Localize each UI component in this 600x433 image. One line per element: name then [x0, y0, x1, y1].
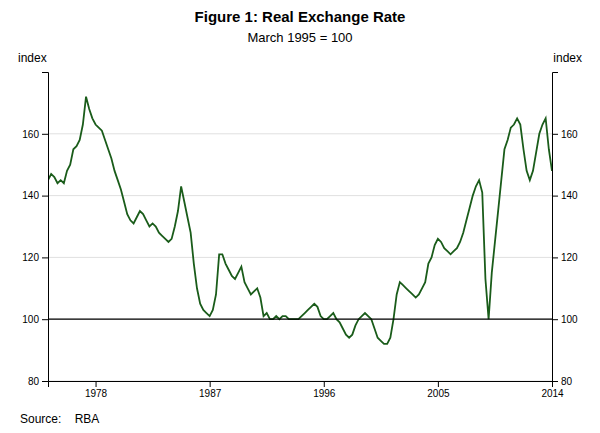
tick: 100: [22, 314, 48, 325]
tick: 1987: [199, 381, 222, 399]
tick: 140: [552, 190, 578, 201]
tick-label: 2014: [541, 388, 564, 399]
tick-label: 1978: [85, 388, 108, 399]
tick-label: 100: [561, 314, 578, 325]
tick-mark: [552, 381, 558, 382]
tick-label: 120: [561, 252, 578, 263]
tick: 120: [22, 252, 48, 263]
tick-mark: [42, 134, 48, 135]
tick: 100: [552, 314, 578, 325]
source: Source: RBA: [20, 412, 99, 426]
tick-label: 100: [22, 314, 39, 325]
marks: [48, 97, 552, 344]
tick-mark: [42, 319, 48, 320]
y-axis: 80 100 120 140 160: [22, 73, 48, 387]
tick-label: 140: [561, 190, 578, 201]
tick-mark: [42, 381, 48, 382]
grid-line: [48, 257, 552, 258]
y2-axis-label: index: [553, 51, 582, 65]
tick: 160: [552, 129, 578, 140]
tick-label: 160: [22, 129, 39, 140]
tick: 120: [552, 252, 578, 263]
tick-mark: [324, 381, 325, 387]
tick-mark: [210, 381, 211, 387]
series-line: [48, 97, 552, 344]
tick-mark: [552, 196, 558, 197]
tick-label: 2005: [427, 388, 450, 399]
tick: 160: [22, 129, 48, 140]
grid-line: [48, 319, 552, 320]
tick: 1978: [85, 381, 108, 399]
tick: 140: [22, 190, 48, 201]
tick-label: 1996: [313, 388, 336, 399]
tick-label: 80: [561, 376, 573, 387]
tick: 80: [552, 376, 573, 387]
axis-domain: [553, 73, 559, 382]
tick-mark: [96, 381, 97, 387]
grid-line: [48, 195, 552, 196]
tick-mark: [552, 319, 558, 320]
y-axis-label: index: [18, 51, 47, 65]
tick-label: 1987: [199, 388, 222, 399]
tick-label: 120: [22, 252, 39, 263]
tick-mark: [438, 381, 439, 387]
tick: 80: [28, 376, 48, 387]
grid-line: [48, 133, 552, 134]
tick-mark: [42, 257, 48, 258]
tick-label: 160: [561, 129, 578, 140]
axis-domain: [49, 382, 553, 388]
subtitle: March 1995 = 100: [247, 30, 352, 45]
title: Figure 1: Real Exchange Rate: [195, 8, 406, 25]
chart: Figure 1: Real Exchange Rate March 1995 =…: [0, 0, 600, 433]
y2-axis: 80 100 120 140 160: [552, 73, 578, 387]
tick-label: 140: [22, 190, 39, 201]
tick-label: 80: [28, 376, 40, 387]
tick: 1996: [313, 381, 336, 399]
tick: 2005: [427, 381, 450, 399]
tick-mark: [42, 196, 48, 197]
tick-mark: [552, 134, 558, 135]
axis-domain: [42, 73, 49, 382]
grid: [48, 134, 552, 381]
reference-line: [48, 319, 552, 320]
plot: 1978198719962005201480100120140160801001…: [22, 73, 578, 400]
tick-mark: [552, 257, 558, 258]
x-axis: 1978 1987 1996 2005 2014: [49, 381, 565, 399]
